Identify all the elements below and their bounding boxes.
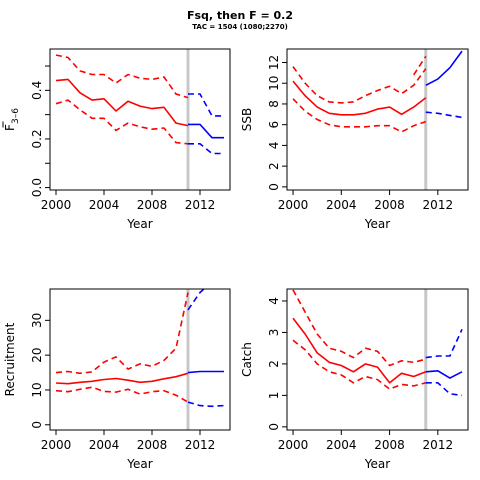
fbar-y-tick-label: 0.2 xyxy=(30,129,44,148)
fbar-y-axis-label-sub: 3–6 xyxy=(11,108,21,124)
catch-y-axis-label: Catch xyxy=(240,342,254,377)
ssb-series-projection-lower xyxy=(425,111,463,119)
fbar-series-historical-lower xyxy=(55,99,189,145)
recruitment-series-historical-lower xyxy=(55,386,189,403)
catch-series-historical-median xyxy=(292,317,427,384)
recruitment-y-tick-label: 10 xyxy=(30,382,44,397)
recruitment-x-tick-label: 2008 xyxy=(137,438,168,452)
catch-y-tick-label: 4 xyxy=(267,297,281,305)
ssb-series-historical-upper-tail xyxy=(413,55,427,76)
fbar-y-tick-label: 0.4 xyxy=(30,81,44,100)
fbar-x-tick-label: 2012 xyxy=(185,198,216,212)
fbar-y-tick-label: 0.0 xyxy=(30,178,44,197)
ssb-y-tick-label: 2 xyxy=(267,162,281,170)
fbar-series-historical-median xyxy=(55,78,189,127)
catch-x-axis-label: Year xyxy=(364,457,390,471)
figure-subtitle: TAC = 1504 (1080;2270) xyxy=(192,23,288,31)
catch-x-tick-label: 2000 xyxy=(278,438,309,452)
fbar-series-historical-upper xyxy=(55,54,189,99)
recruitment-series-projection-lower xyxy=(187,401,225,408)
fbar-x-axis-label: Year xyxy=(126,217,152,231)
catch-y-tick-label: 3 xyxy=(267,329,281,337)
fbar-y-axis-label-main: F xyxy=(3,124,17,131)
recruitment-plot-frame xyxy=(49,288,231,431)
catch-x-tick-label: 2012 xyxy=(423,438,454,452)
ssb-x-tick-label: 2000 xyxy=(278,198,309,212)
catch-y-tick-label: 2 xyxy=(267,360,281,368)
catch-series-projection-lower xyxy=(425,381,463,397)
ssb-series-historical-median xyxy=(292,80,427,116)
recruitment-x-tick-label: 2000 xyxy=(41,438,72,452)
ssb-series-historical-lower xyxy=(292,98,427,133)
catch-x-tick-label: 2008 xyxy=(374,438,405,452)
catch-y-tick-label: 0 xyxy=(267,423,281,431)
recruitment-x-axis-label: Year xyxy=(126,457,152,471)
fbar-x-tick-label: 2008 xyxy=(137,198,168,212)
fbar-y-axis-label: F3–6 xyxy=(3,108,21,131)
recruitment-series-projection-upper xyxy=(187,289,206,311)
ssb-y-tick-label: 0 xyxy=(267,183,281,191)
recruitment-x-tick-label: 2012 xyxy=(185,438,216,452)
catch-y-tick-label: 1 xyxy=(267,392,281,400)
fbar-plot-frame xyxy=(49,48,231,191)
recruitment-x-tick-label: 2004 xyxy=(89,438,120,452)
ssb-y-axis-label: SSB xyxy=(240,108,254,131)
ssb-x-tick-label: 2004 xyxy=(326,198,357,212)
recruitment-y-tick-label: 0 xyxy=(30,421,44,429)
ssb-plot-frame xyxy=(286,48,469,191)
ssb-y-tick-label: 6 xyxy=(267,121,281,129)
fbar-series-projection-lower xyxy=(188,143,224,155)
recruitment-y-axis-label: Recruitment xyxy=(3,322,17,396)
fbar-x-tick-label: 2000 xyxy=(41,198,72,212)
ssb-x-tick-label: 2008 xyxy=(374,198,405,212)
fbar-series-projection-upper xyxy=(188,93,224,117)
ssb-y-tick-label: 12 xyxy=(267,55,281,70)
catch-series-projection-upper xyxy=(425,328,463,359)
recruitment-series-projection-median xyxy=(187,370,224,374)
catch-x-tick-label: 2004 xyxy=(326,438,357,452)
ssb-y-tick-label: 4 xyxy=(267,142,281,150)
ssb-series-historical-upper xyxy=(292,66,427,104)
recruitment-series-historical-median xyxy=(55,372,189,385)
figure-title: Fsq, then F = 0.2 xyxy=(186,9,294,22)
ssb-x-tick-label: 2012 xyxy=(423,198,454,212)
catch-series-historical-upper xyxy=(292,289,426,367)
catch-series-historical-lower xyxy=(292,339,426,390)
recruitment-y-axis-label-main: Recruitment xyxy=(3,322,17,396)
ssb-y-tick-label: 10 xyxy=(267,76,281,91)
ssb-y-tick-label: 8 xyxy=(267,100,281,108)
ssb-series-projection-median xyxy=(425,50,463,87)
recruitment-y-tick-label: 20 xyxy=(30,348,44,363)
catch-plot-frame xyxy=(286,288,469,431)
catch-series-projection-median xyxy=(425,369,463,379)
ssb-y-axis-label-main: SSB xyxy=(240,108,254,131)
recruitment-series-historical-upper xyxy=(55,292,189,375)
recruitment-y-tick-label: 30 xyxy=(30,313,44,328)
ssb-x-axis-label: Year xyxy=(364,217,390,231)
fbar-series-projection-median xyxy=(188,123,224,139)
catch-y-axis-label-main: Catch xyxy=(240,342,254,377)
fbar-x-tick-label: 2004 xyxy=(89,198,120,212)
